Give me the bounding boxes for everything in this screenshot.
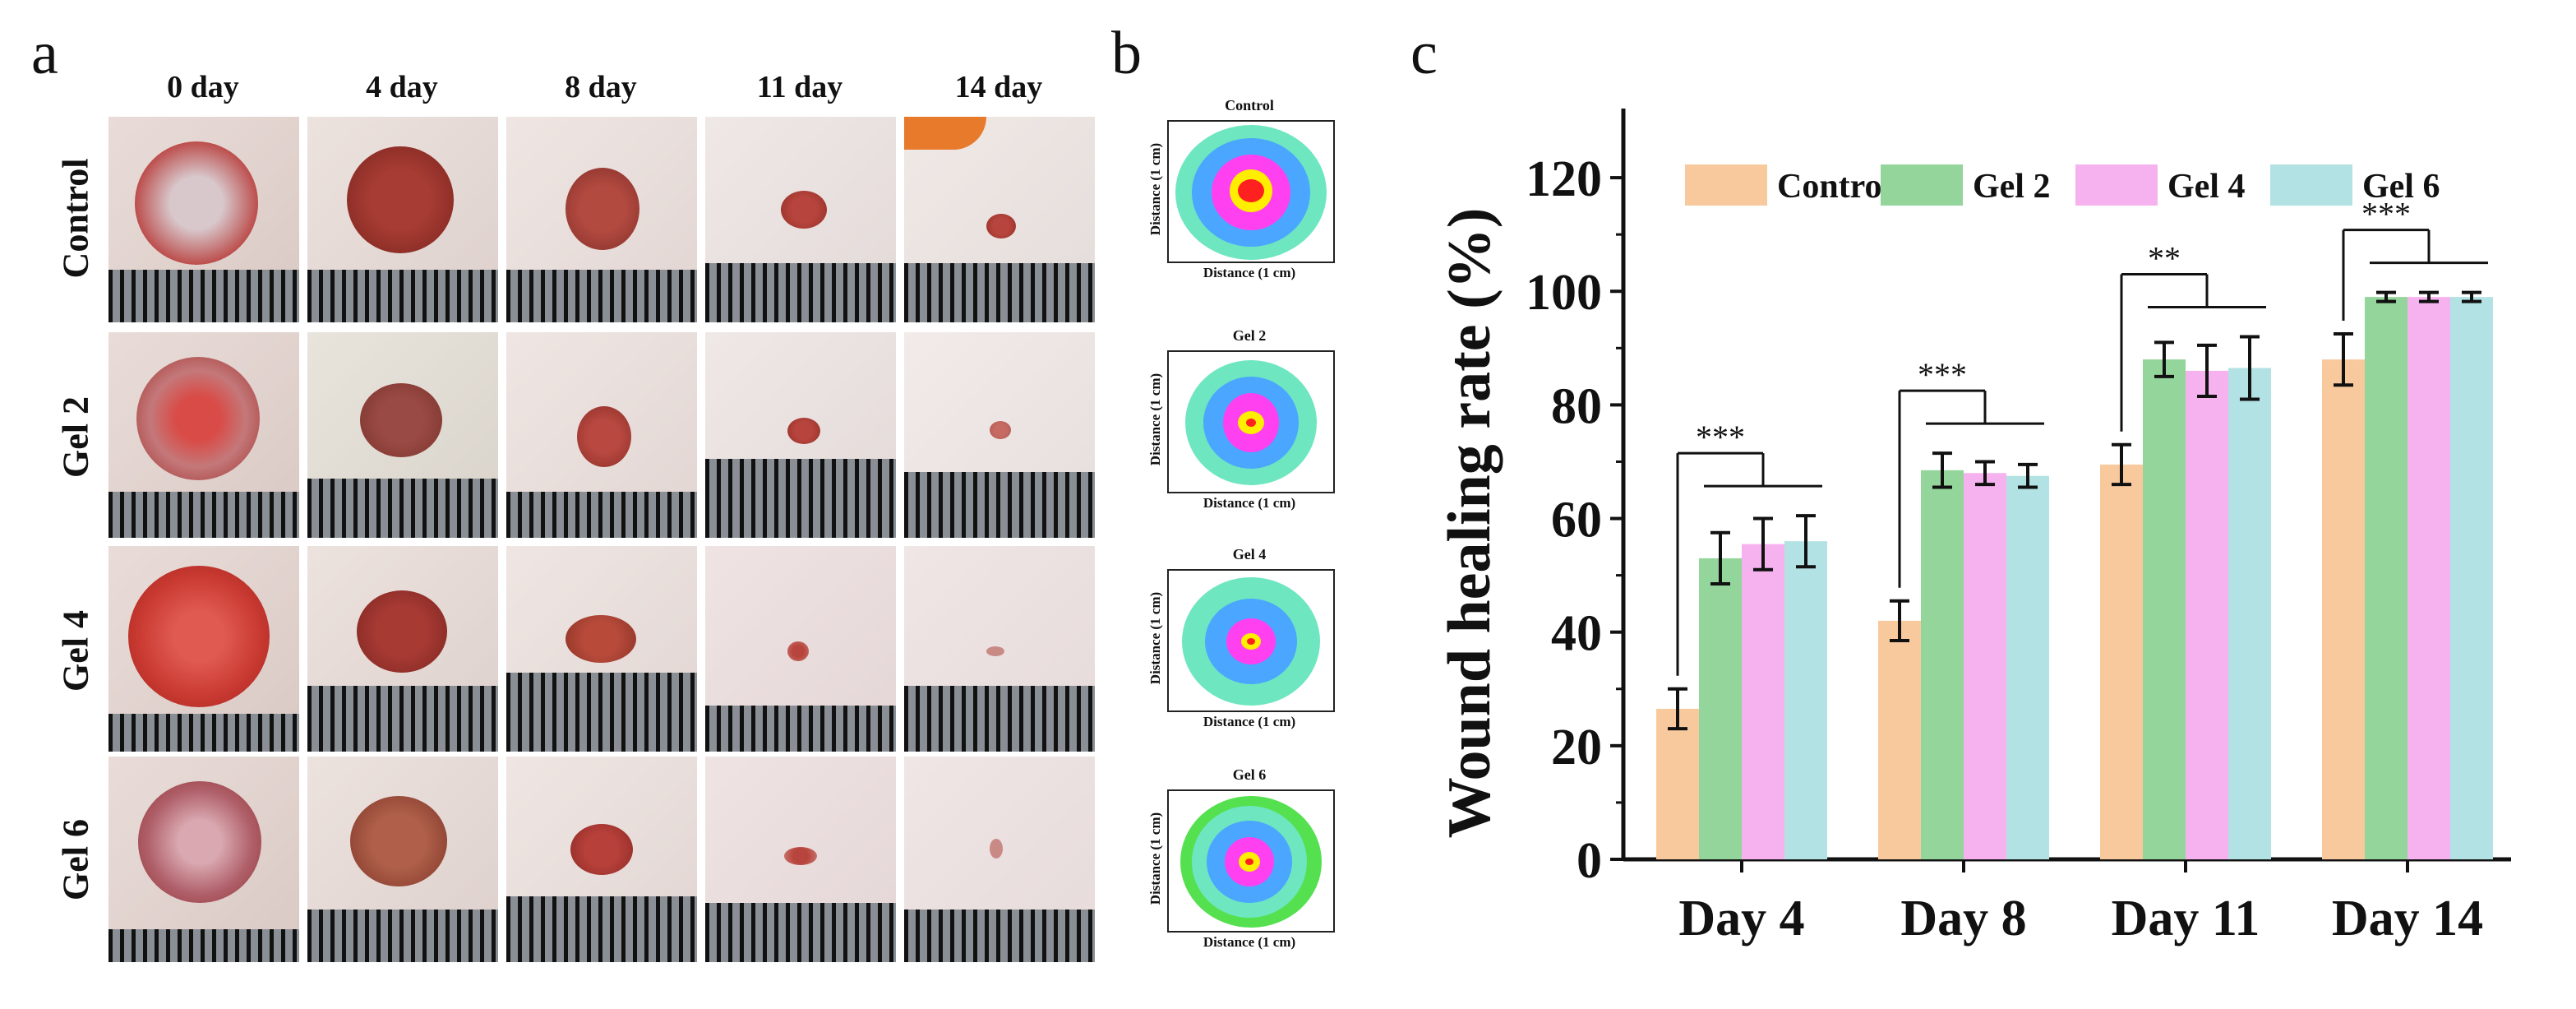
- bar-control: [1656, 708, 1699, 859]
- wound-photo: [705, 332, 896, 538]
- heatmap-title-gel4: Gel 4: [1232, 546, 1267, 562]
- heatmap-gel4-graphic: [1182, 577, 1320, 706]
- heatmap-gel6: [1167, 789, 1335, 933]
- heatmap-ylabel: Distance (1 cm): [1147, 591, 1163, 685]
- legend-swatch-gel-2: [1881, 164, 1963, 206]
- heatmap-title-gel2: Gel 2: [1232, 327, 1267, 344]
- y-tick-label: 20: [1551, 720, 1602, 775]
- heatmap-gel2-graphic: [1185, 360, 1317, 485]
- y-tick-label: 120: [1526, 151, 1602, 207]
- heatmap-gel2: [1167, 350, 1335, 493]
- y-tick-label: 100: [1526, 265, 1602, 321]
- legend-label: Gel 6: [2362, 168, 2440, 206]
- legend-label: Control: [1777, 168, 1891, 206]
- wound-photo: [108, 332, 299, 538]
- wound-photo: [307, 117, 498, 322]
- y-axis-label: Wound healing rate (%): [1436, 208, 1503, 839]
- col-head-day11: 11 day: [756, 70, 843, 104]
- col-head-day8: 8 day: [565, 70, 637, 104]
- bar-control: [2100, 464, 2143, 859]
- bar-control: [1878, 620, 1921, 859]
- heatmap-xlabel: Distance (1 cm): [1203, 934, 1296, 950]
- panel-letter-c: c: [1410, 20, 1438, 87]
- bar-gel-4: [2186, 370, 2228, 859]
- col-head-day0: 0 day: [167, 70, 239, 104]
- bar-gel-6: [2450, 297, 2493, 860]
- bar-gel-2: [2365, 297, 2407, 860]
- bar-gel-2: [2143, 359, 2186, 860]
- row-head-gel4: Gel 4: [55, 610, 96, 692]
- wound-photo: [904, 546, 1095, 752]
- wound-photo: [108, 546, 299, 752]
- significance-label: ***: [2361, 196, 2411, 233]
- legend-label: Gel 4: [2167, 168, 2245, 206]
- heatmap-ylabel: Distance (1 cm): [1147, 142, 1163, 236]
- legend-label: Gel 2: [1973, 168, 2050, 206]
- row-head-gel6: Gel 6: [55, 819, 96, 900]
- bar-gel-4: [1742, 544, 1784, 859]
- significance-label: ***: [1696, 419, 1745, 456]
- y-tick-label: 0: [1577, 833, 1602, 889]
- y-tick-label: 60: [1551, 493, 1602, 548]
- wound-photo: [705, 117, 896, 322]
- panel-letter-b: b: [1111, 20, 1142, 87]
- heatmap-xlabel: Distance (1 cm): [1203, 714, 1296, 729]
- significance-label: **: [2148, 239, 2181, 276]
- x-tick-label: Day 14: [2332, 891, 2483, 947]
- wound-photo: [307, 332, 498, 538]
- wound-photo: [307, 757, 498, 962]
- wound-photo: [904, 117, 1095, 322]
- wound-photo: [108, 117, 299, 322]
- wound-photo: [705, 757, 896, 962]
- x-tick-label: Day 8: [1900, 891, 2026, 947]
- heatmap-xlabel: Distance (1 cm): [1203, 495, 1296, 511]
- heatmap-control: [1167, 120, 1335, 263]
- bar-gel-6: [1784, 541, 1827, 859]
- bar-gel-4: [2407, 297, 2450, 860]
- wound-photo: [904, 332, 1095, 538]
- wound-photo: [506, 757, 697, 962]
- row-head-control: Control: [55, 158, 96, 279]
- wound-photo: [506, 332, 697, 538]
- wound-photo: [904, 757, 1095, 962]
- heatmap-ylabel: Distance (1 cm): [1147, 812, 1163, 905]
- wound-photo: [506, 117, 697, 322]
- heatmap-title-control: Control: [1225, 97, 1274, 113]
- legend-swatch-control: [1685, 164, 1767, 206]
- heatmap-ylabel: Distance (1 cm): [1147, 373, 1163, 466]
- heatmap-control-graphic: [1175, 125, 1327, 260]
- bar-gel-2: [1921, 470, 1964, 859]
- bar-gel-2: [1699, 558, 1742, 859]
- wound-photo: [705, 546, 896, 752]
- bar-gel-6: [2006, 475, 2049, 859]
- y-tick-label: 40: [1551, 606, 1602, 662]
- heatmap-gel6-graphic: [1180, 796, 1322, 928]
- legend-swatch-gel-6: [2270, 164, 2352, 206]
- significance-label: ***: [1918, 356, 1967, 393]
- heatmap-title-gel6: Gel 6: [1232, 766, 1267, 783]
- panel-letter-a: a: [31, 20, 58, 87]
- bar-control: [2322, 359, 2365, 860]
- wound-photo: [108, 757, 299, 962]
- col-head-day14: 14 day: [954, 70, 1043, 104]
- bar-gel-4: [1964, 473, 2006, 859]
- wound-photo: [506, 546, 697, 752]
- x-tick-label: Day 4: [1678, 891, 1804, 947]
- wound-photo: [307, 546, 498, 752]
- bar-gel-6: [2228, 368, 2271, 859]
- y-tick-label: 80: [1551, 378, 1602, 434]
- heatmap-xlabel: Distance (1 cm): [1203, 265, 1296, 280]
- col-head-day4: 4 day: [366, 70, 438, 104]
- legend-swatch-gel-4: [2075, 164, 2158, 206]
- heatmap-gel4: [1167, 569, 1335, 712]
- x-tick-label: Day 11: [2112, 891, 2260, 947]
- row-head-gel2: Gel 2: [55, 396, 96, 478]
